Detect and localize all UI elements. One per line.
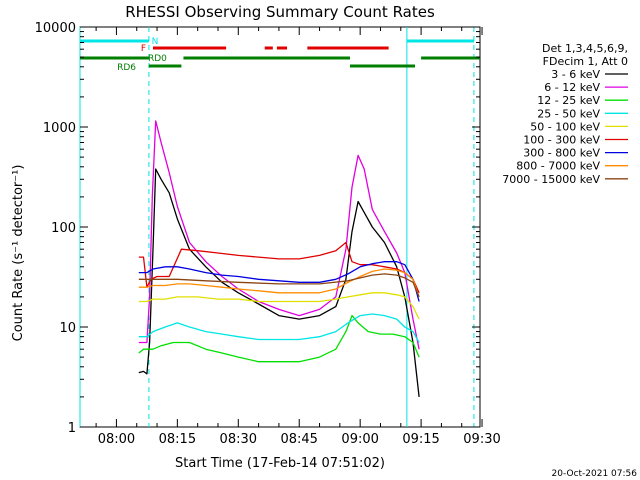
x-tick-label: 08:00: [98, 432, 135, 447]
legend-entry-label: 50 - 100 keV: [530, 120, 600, 133]
legend-entry-label: 12 - 25 keV: [537, 94, 600, 107]
flag-label-n: N: [152, 37, 159, 47]
series-line-12-25-kev: [138, 314, 420, 363]
y-tick-label: 10000: [35, 21, 76, 36]
series-lines: [138, 120, 420, 397]
x-tick-label: 08:30: [220, 432, 257, 447]
y-tick-label: 1: [68, 421, 76, 436]
x-axis-ticks: 08:00 08:15 08:30 08:45 09:00 09:15 09:30: [95, 27, 501, 447]
chart-title: RHESSI Observing Summary Count Rates: [125, 3, 435, 21]
x-tick-label: 08:15: [159, 432, 196, 447]
plot-frame: [79, 26, 481, 428]
legend-entry-label: 3 - 6 keV: [551, 68, 600, 81]
legend: Det 1,3,4,5,6,9, FDecim 1, Att 0 3 - 6 k…: [502, 42, 628, 186]
series-line-800-7000-kev: [138, 268, 420, 298]
legend-entry-label: 800 - 7000 keV: [516, 160, 600, 173]
legend-entry-label: 7000 - 15000 keV: [502, 173, 600, 186]
series-line-100-300-kev: [138, 241, 420, 294]
y-tick-label: 100: [51, 221, 76, 236]
flag-label-rd6: RD6: [117, 63, 136, 73]
series-line-25-50-kev: [138, 313, 420, 343]
flag-label-rd0: RD0: [148, 54, 167, 64]
y-tick-label: 10: [59, 321, 76, 336]
vertical-markers: [79, 27, 475, 427]
legend-entry-label: 6 - 12 keV: [544, 81, 600, 94]
series-line-300-800-kev: [138, 261, 420, 302]
x-tick-label: 09:00: [341, 432, 378, 447]
y-axis-label: Count Rate (s⁻¹ detector⁻¹): [11, 165, 26, 342]
legend-title-line-2: FDecim 1, Att 0: [543, 55, 628, 68]
y-axis-ticks: 1 10 100 1000 10000: [35, 21, 480, 436]
legend-entry-label: 25 - 50 keV: [537, 107, 600, 120]
x-tick-label: 08:45: [280, 432, 317, 447]
legend-entry-label: 100 - 300 keV: [523, 134, 600, 147]
series-line-6-12-kev: [138, 120, 420, 350]
series-line-50-100-kev: [138, 292, 420, 320]
y-tick-label: 1000: [43, 121, 76, 136]
series-line-7000-15000-kev: [138, 273, 420, 298]
flag-label-f: F: [141, 44, 146, 54]
x-axis-label: Start Time (17-Feb-14 07:51:02): [175, 456, 385, 471]
x-tick-label: 09:15: [402, 432, 439, 447]
legend-title-line-1: Det 1,3,4,5,6,9,: [542, 42, 628, 55]
x-tick-label: 09:30: [463, 432, 500, 447]
plot-border: [79, 26, 481, 428]
legend-entry-label: 300 - 800 keV: [523, 147, 600, 160]
footer-timestamp: 20-Oct-2021 07:56: [552, 469, 638, 479]
series-line-3-6-kev: [138, 168, 420, 397]
